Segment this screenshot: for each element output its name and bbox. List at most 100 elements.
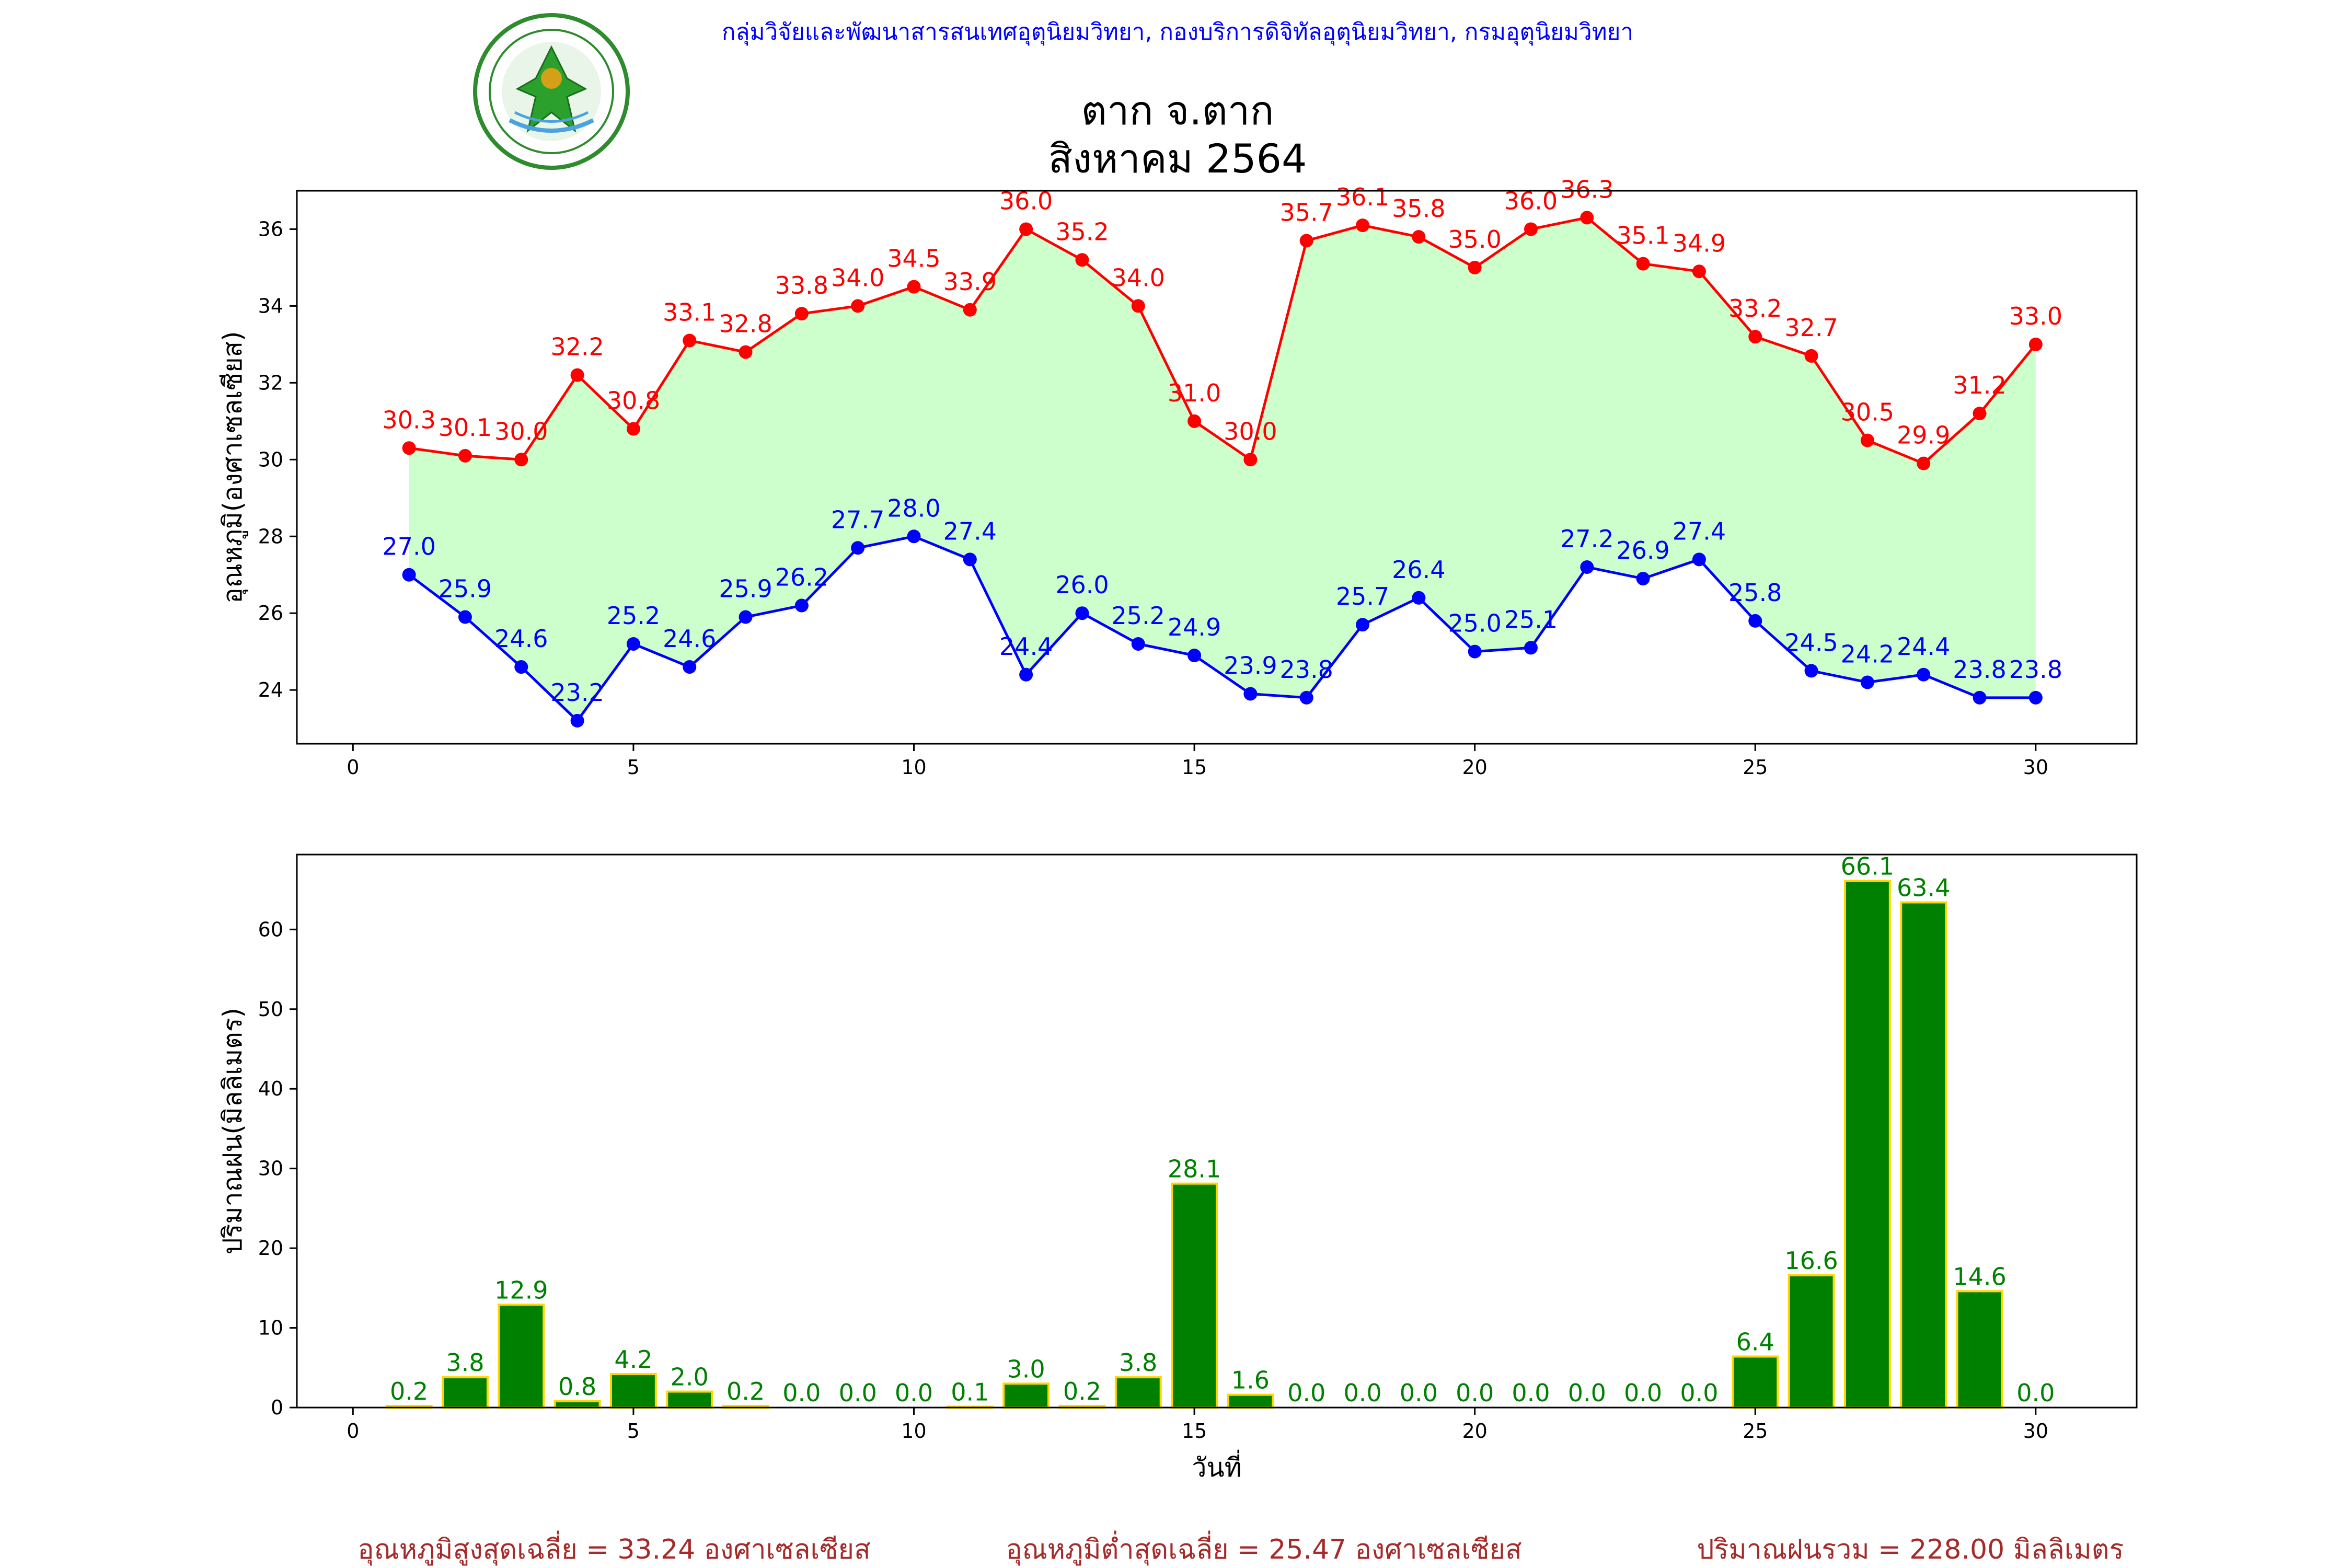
temperature-min-point — [1243, 687, 1258, 701]
temperature-max-value-label: 35.8 — [1392, 194, 1445, 223]
rainfall-bar — [554, 1400, 601, 1409]
temperature-min-point — [851, 541, 865, 555]
rainfall-bar — [1114, 1376, 1162, 1409]
temperature-max-value-label: 35.2 — [1055, 217, 1109, 246]
temperature-min-value-label: 28.0 — [887, 494, 940, 522]
temperature-range-fill — [409, 217, 2036, 721]
rainfall-bar — [1788, 1274, 1835, 1409]
temperature-max-point — [1131, 299, 1145, 313]
rainfall-x-axis: 0 5 10 15 20 25 30 — [347, 1408, 2048, 1443]
rainfall-bar — [498, 1304, 545, 1409]
temperature-max-value-label: 30.8 — [607, 387, 660, 415]
temperature-y-tick-label: 24 — [258, 678, 283, 701]
temperature-min-value-label: 27.0 — [382, 533, 435, 561]
temperature-max-point — [1973, 407, 1987, 421]
temperature-min-point — [402, 568, 416, 582]
temperature-max-point — [1804, 349, 1818, 363]
temperature-max-point — [514, 453, 528, 467]
summary-avg-max: อุณหภูมิสูงสุดเฉลี่ย = 33.24 องศาเซลเซีย… — [358, 1530, 871, 1566]
temperature-min-value-label: 24.4 — [1897, 632, 1950, 661]
temperature-labels-layer: 30.3 30.1 30.032.230.833.1 32.833.8 34.034.5… — [382, 175, 2062, 706]
temperature-min-point — [1580, 560, 1594, 574]
temperature-min-value-label: 23.9 — [1224, 651, 1277, 679]
summary-avg-min: อุณหภูมิต่ำสุดเฉลี่ย = 25.47 องศาเซลเซีย… — [1006, 1530, 1521, 1566]
temperature-max-point — [1524, 222, 1538, 236]
rainfall-y-axis: 0 10 20 30 40 50 60 — [258, 918, 297, 1419]
temperature-min-point — [963, 552, 977, 567]
temperature-min-value-label: 26.4 — [1392, 556, 1445, 584]
rainfall-y-tick-label: 10 — [258, 1317, 283, 1340]
temperature-max-value-label: 30.1 — [439, 413, 492, 442]
temperature-min-value-label: 25.9 — [439, 575, 492, 603]
rainfall-bar — [1002, 1382, 1050, 1409]
temperature-max-value-label: 32.7 — [1784, 314, 1838, 342]
rainfall-value-label: 4.2 — [614, 1345, 652, 1374]
rainfall-y-tick-label: 60 — [258, 918, 283, 941]
rainfall-value-label: 2.0 — [671, 1363, 709, 1391]
rainfall-y-axis-label: ปริมาณฝน(มิลลิเมตร) — [217, 1008, 248, 1254]
rainfall-value-label: 16.6 — [1784, 1247, 1838, 1275]
temperature-min-point — [2028, 690, 2043, 705]
rainfall-value-label: 0.0 — [1343, 1379, 1381, 1407]
rainfall-bar — [1227, 1393, 1274, 1409]
rainfall-value-label: 28.1 — [1168, 1155, 1221, 1183]
rainfall-bar — [1171, 1182, 1218, 1409]
temperature-x-tick-label: 5 — [627, 756, 640, 779]
temperature-min-value-label: 23.2 — [550, 678, 604, 707]
temperature-max-point — [1019, 222, 1033, 236]
temperature-min-value-label: 26.9 — [1616, 536, 1669, 564]
rainfall-value-label: 0.0 — [782, 1379, 821, 1407]
temperature-x-tick-label: 10 — [901, 756, 926, 779]
rainfall-value-label: 0.2 — [390, 1377, 428, 1405]
temperature-min-point — [626, 637, 640, 651]
temperature-max-point — [1412, 230, 1426, 244]
temperature-max-value-label: 33.1 — [663, 298, 716, 327]
temperature-min-point — [1860, 675, 1874, 689]
temperature-max-point — [739, 345, 753, 359]
temperature-min-point — [1973, 690, 1987, 705]
temperature-max-point — [963, 303, 977, 317]
rainfall-y-tick-label: 40 — [258, 1077, 283, 1100]
temperature-min-value-label: 24.4 — [999, 632, 1053, 661]
temperature-y-axis-label: อุณหภูมิ(องศาเซลเซียส) — [217, 331, 248, 603]
rainfall-labels-layer: 0.2 3.8 12.9 0.8 4.2 2.0 0.2 0.0 0.0 0.0 0.1 3.0 0.2… — [390, 852, 2055, 1407]
temperature-max-point — [1636, 257, 1650, 271]
rainfall-x-axis-label: วันที่ — [1192, 1450, 1241, 1483]
temperature-max-value-label: 34.0 — [831, 263, 884, 292]
temperature-max-point — [1748, 330, 1762, 344]
temperature-x-tick-label: 20 — [1462, 756, 1487, 779]
temperature-min-point — [1131, 637, 1145, 651]
temperature-max-value-label: 30.0 — [1224, 417, 1277, 445]
summary-total-rain: ปริมาณฝนรวม = 228.00 มิลลิเมตร — [1697, 1534, 2124, 1565]
temperature-y-tick-label: 32 — [258, 371, 283, 394]
temperature-max-point — [1243, 453, 1258, 467]
temperature-lines-layer — [408, 216, 2037, 723]
rainfall-value-label: 0.0 — [1287, 1379, 1325, 1407]
temperature-max-point — [794, 307, 809, 321]
rainfall-value-label: 63.4 — [1897, 873, 1950, 902]
temperature-points-layer — [402, 211, 2043, 728]
rainfall-value-label: 1.6 — [1231, 1366, 1270, 1394]
chart-title-line1: ตาก จ.ตาก — [1081, 87, 1274, 134]
rainfall-value-label: 6.4 — [1736, 1328, 1774, 1356]
temperature-max-point — [851, 299, 865, 313]
temperature-max-point — [458, 448, 472, 463]
temperature-max-point — [1187, 414, 1202, 428]
temperature-min-point — [1468, 644, 1482, 659]
temperature-max-value-label: 30.0 — [494, 417, 548, 445]
temperature-min-value-label: 25.7 — [1336, 582, 1389, 610]
org-header: กลุ่มวิจัยและพัฒนาสารสนเทศอุตุนิยมวิทยา,… — [722, 19, 1633, 46]
temperature-max-value-label: 33.2 — [1728, 294, 1782, 322]
temperature-min-point — [514, 660, 528, 674]
rainfall-bar — [666, 1390, 713, 1409]
temperature-min-point — [1524, 641, 1538, 655]
temperature-min-point — [1299, 690, 1313, 705]
rainfall-value-label: 3.0 — [1007, 1355, 1045, 1383]
rainfall-chart: 0.2 3.8 12.9 0.8 4.2 2.0 0.2 0.0 0.0 0.0 0.1 3.0 0.2… — [217, 852, 2138, 1483]
rainfall-value-label: 0.0 — [1400, 1379, 1438, 1407]
rainfall-x-tick-label: 0 — [347, 1420, 359, 1443]
rainfall-value-label: 0.0 — [839, 1379, 877, 1407]
temperature-max-value-label: 33.8 — [775, 271, 828, 299]
temperature-min-value-label: 24.5 — [1784, 628, 1838, 656]
